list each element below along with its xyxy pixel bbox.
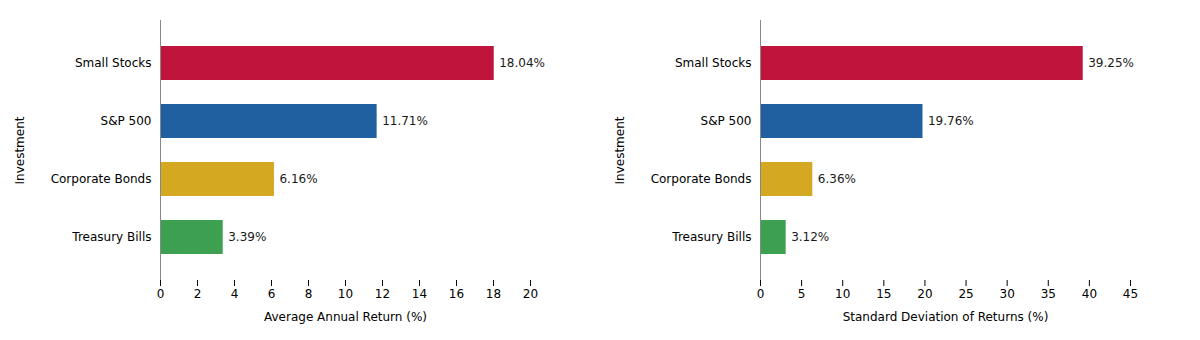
svg-text:10: 10: [338, 287, 353, 301]
svg-text:S&P 500: S&P 500: [701, 114, 752, 128]
svg-text:Corporate Bonds: Corporate Bonds: [651, 172, 752, 186]
svg-text:11.71%: 11.71%: [382, 114, 428, 128]
svg-text:Small Stocks: Small Stocks: [75, 56, 152, 70]
svg-text:8: 8: [305, 287, 313, 301]
svg-text:6.36%: 6.36%: [818, 172, 856, 186]
svg-text:Investment: Investment: [13, 116, 27, 184]
svg-text:15: 15: [876, 287, 891, 301]
svg-text:0: 0: [157, 287, 165, 301]
svg-text:Small Stocks: Small Stocks: [675, 56, 752, 70]
svg-text:18: 18: [486, 287, 501, 301]
svg-text:Treasury Bills: Treasury Bills: [71, 230, 151, 244]
svg-text:Investment: Investment: [613, 116, 627, 184]
svg-text:Corporate Bonds: Corporate Bonds: [51, 172, 152, 186]
svg-text:6: 6: [268, 287, 276, 301]
svg-text:10: 10: [835, 287, 850, 301]
svg-text:S&P 500: S&P 500: [101, 114, 152, 128]
svg-text:12: 12: [375, 287, 390, 301]
svg-text:35: 35: [1041, 287, 1056, 301]
svg-text:Average Annual Return (%): Average Annual Return (%): [264, 310, 427, 324]
svg-text:5: 5: [798, 287, 806, 301]
svg-text:4: 4: [231, 287, 239, 301]
svg-text:19.76%: 19.76%: [928, 114, 974, 128]
svg-text:20: 20: [917, 287, 932, 301]
svg-text:39.25%: 39.25%: [1088, 56, 1134, 70]
svg-text:30: 30: [1000, 287, 1015, 301]
svg-text:45: 45: [1123, 287, 1138, 301]
svg-text:6.16%: 6.16%: [279, 172, 317, 186]
svg-text:Standard Deviation of Returns: Standard Deviation of Returns (%): [843, 310, 1049, 324]
svg-text:2: 2: [194, 287, 202, 301]
svg-text:25: 25: [958, 287, 973, 301]
svg-text:0: 0: [757, 287, 765, 301]
svg-text:20: 20: [523, 287, 538, 301]
svg-text:3.12%: 3.12%: [791, 230, 829, 244]
svg-text:3.39%: 3.39%: [228, 230, 266, 244]
svg-text:14: 14: [412, 287, 427, 301]
svg-text:Treasury Bills: Treasury Bills: [671, 230, 751, 244]
svg-text:16: 16: [449, 287, 464, 301]
svg-text:40: 40: [1082, 287, 1097, 301]
svg-text:18.04%: 18.04%: [499, 56, 545, 70]
